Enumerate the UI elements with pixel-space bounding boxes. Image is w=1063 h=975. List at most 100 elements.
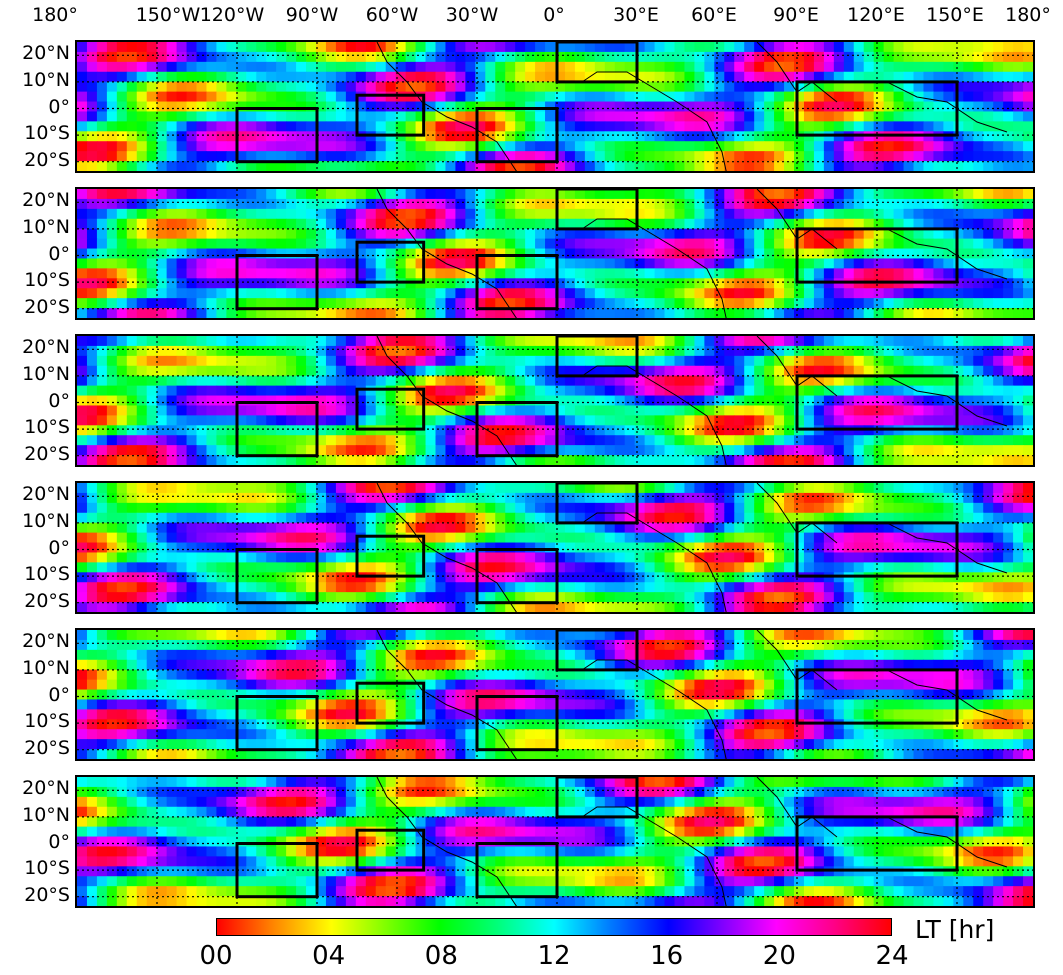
phase-cell [803,385,815,397]
phase-cell [823,61,835,73]
phase-cell [624,455,636,465]
phase-cell [146,61,158,73]
phase-cell [505,248,516,260]
lat-tick-label: 20°N [22,42,70,65]
phase-cell [465,278,476,289]
phase-cell [485,512,496,524]
phase-cell [813,365,825,377]
phase-cell [923,435,935,446]
phase-cell [823,345,835,357]
phase-cell [644,278,656,289]
phase-cell [276,445,287,456]
phase-cell [116,198,128,210]
phase-cell [634,228,646,240]
phase-cell [525,582,536,593]
phase-cell [296,258,307,269]
phase-cell [933,298,944,309]
phase-cell [714,492,725,504]
region-box [235,107,319,164]
phase-cell [226,101,237,113]
phase-cell [873,395,885,407]
phase-cell [445,71,457,83]
phase-cell [316,91,327,103]
phase-cell [325,562,337,573]
phase-cell [694,572,705,583]
phase-cell [535,375,546,387]
phase-cell [355,111,367,122]
phase-cell [923,502,935,514]
phase-cell [136,238,148,250]
phase-cell [803,405,815,416]
phase-cell [644,248,656,260]
phase-cell [893,238,905,250]
phase-cell [823,582,835,593]
phase-cell [863,385,875,397]
phase-cell [1023,552,1033,563]
phase-cell [236,131,247,142]
region-box [795,374,959,431]
phase-cell [206,483,218,494]
phase-cell [256,61,267,73]
phase-cell [664,415,676,426]
phase-cell [196,101,208,113]
phase-cell [515,71,526,83]
phase-cell [555,71,566,83]
phase-cell [1003,81,1014,93]
phase-cell [764,258,775,269]
phase-cell [405,345,417,357]
phase-cell [903,198,915,210]
phase-cell [664,492,676,504]
phase-cell [166,151,178,162]
phase-cell [176,141,188,152]
phase-cell [943,355,954,367]
phase-cell [833,189,845,200]
phase-cell [475,425,486,436]
phase-cell [803,512,815,524]
phase-cell [525,483,536,494]
phase-cell [624,228,636,240]
phase-cell [495,522,506,534]
phase-cell [136,141,148,152]
phase-cell [385,71,397,83]
phase-cell [1023,71,1033,83]
phase-cell [126,365,138,377]
phase-cell [306,375,317,387]
phase-cell [734,91,745,103]
phase-cell [355,298,367,309]
phase-cell [833,61,845,73]
phase-cell [485,151,496,162]
phase-cell [306,111,317,122]
phase-cell [445,218,457,230]
phase-cell [535,562,546,573]
phase-cell [136,355,148,367]
phase-cell [654,121,666,132]
phase-cell [455,385,466,397]
phase-cell [335,298,347,309]
phase-cell [594,81,606,93]
phase-cell [873,435,885,446]
phase-cell [545,51,556,63]
phase-cell [873,228,885,240]
phase-cell [794,61,805,73]
phase-cell [704,161,715,171]
phase-cell [525,131,536,142]
phase-cell [246,198,257,210]
phase-cell [126,101,138,113]
phase-cell [674,228,686,240]
phase-cell [704,189,715,200]
phase-cell [1003,161,1014,171]
phase-cell [774,552,785,563]
phase-cell [505,592,516,603]
phase-cell [545,336,556,347]
phase-cell [316,161,327,171]
phase-cell [953,198,964,210]
phase-cell [594,288,606,299]
phase-cell [813,455,825,465]
phase-cell [216,91,227,103]
phase-cell [893,308,905,318]
phase-cell [1003,198,1014,210]
phase-cell [654,42,666,53]
phase-cell [535,512,546,524]
phase-cell [77,552,88,563]
phase-cell [405,542,417,554]
